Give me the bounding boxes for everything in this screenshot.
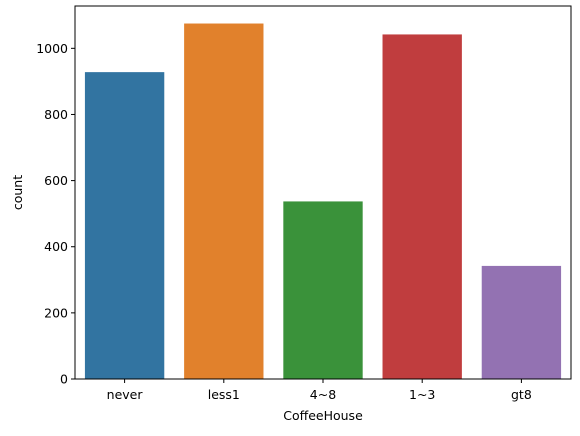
y-axis-ticks: 0 200 400 600 800 1000 bbox=[36, 41, 75, 387]
x-tick-label-never: never bbox=[107, 387, 144, 402]
x-axis-ticks: never less1 4~8 1~3 gt8 bbox=[107, 379, 532, 402]
x-tick-label-1~3: 1~3 bbox=[409, 387, 435, 402]
y-axis-label: count bbox=[10, 175, 25, 210]
x-tick-label-4~8: 4~8 bbox=[310, 387, 336, 402]
y-tick-label: 400 bbox=[44, 239, 68, 254]
x-tick-label-less1: less1 bbox=[208, 387, 240, 402]
bar-gt8 bbox=[481, 265, 562, 379]
bar-1~3 bbox=[382, 34, 462, 380]
y-tick-label: 1000 bbox=[36, 41, 68, 56]
bars-layer bbox=[84, 23, 562, 380]
bar-less1 bbox=[184, 23, 264, 380]
bar-4~8 bbox=[283, 201, 363, 379]
plot-frame bbox=[74, 5, 572, 380]
y-tick-label: 600 bbox=[44, 173, 68, 188]
y-tick-label: 200 bbox=[44, 305, 68, 320]
bar-never bbox=[84, 72, 165, 379]
x-tick-label-gt8: gt8 bbox=[511, 387, 532, 402]
y-tick-label: 800 bbox=[44, 107, 68, 122]
x-axis-label: CoffeeHouse bbox=[283, 408, 363, 423]
y-tick-label: 0 bbox=[60, 372, 68, 387]
